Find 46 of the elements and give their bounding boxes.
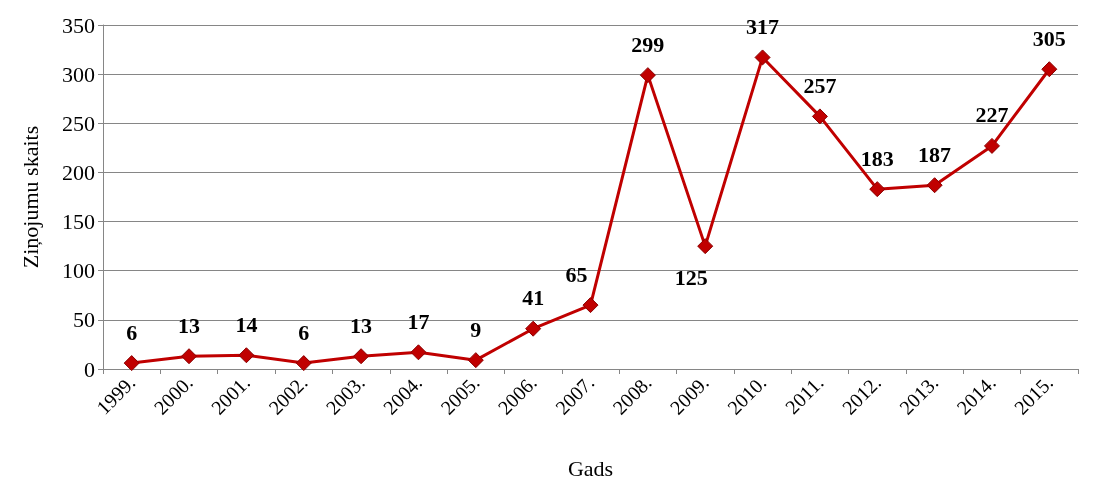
y-tick-label: 200 xyxy=(62,159,95,185)
data-label: 6 xyxy=(298,319,310,345)
y-tick-label: 250 xyxy=(62,110,95,136)
y-axis-title: Ziņojumu skaits xyxy=(17,125,43,269)
x-tick-label: 2001. xyxy=(206,371,255,419)
point xyxy=(353,348,370,365)
data-label: 65 xyxy=(565,261,588,287)
data-label: 299 xyxy=(631,31,665,57)
y-tick-label: 50 xyxy=(73,307,95,333)
x-tick-label: 2011. xyxy=(780,371,828,419)
point xyxy=(582,297,599,314)
point xyxy=(410,344,427,361)
data-label: 317 xyxy=(746,13,780,39)
y-tick-label: 100 xyxy=(62,258,95,284)
y-tick-label: 350 xyxy=(62,12,95,38)
data-label: 17 xyxy=(407,308,430,334)
data-label: 305 xyxy=(1032,25,1066,51)
y-tick-label: 300 xyxy=(62,61,95,87)
y-tick-label: 0 xyxy=(84,356,95,382)
point xyxy=(123,355,140,372)
data-label: 257 xyxy=(803,72,837,98)
point xyxy=(983,137,1000,154)
point xyxy=(697,238,714,255)
point xyxy=(467,352,484,369)
point xyxy=(238,347,255,364)
point xyxy=(926,177,943,194)
y-tick-label: 150 xyxy=(62,209,95,235)
point xyxy=(639,67,656,84)
data-label: 6 xyxy=(126,319,138,345)
point xyxy=(754,49,771,66)
data-label: 227 xyxy=(975,102,1009,128)
data-label: 13 xyxy=(178,312,201,338)
point xyxy=(869,181,886,198)
data-label: 14 xyxy=(235,311,258,337)
data-label: 41 xyxy=(522,285,545,311)
point xyxy=(181,348,198,365)
x-axis-title: Gads xyxy=(567,455,614,481)
data-label: 125 xyxy=(674,264,708,290)
point xyxy=(525,320,542,337)
point xyxy=(811,108,828,125)
data-label: 187 xyxy=(918,141,952,167)
point xyxy=(1041,61,1058,78)
data-label: 13 xyxy=(350,312,373,338)
data-label: 183 xyxy=(860,145,894,171)
data-label: 9 xyxy=(470,316,482,342)
point xyxy=(295,355,312,372)
